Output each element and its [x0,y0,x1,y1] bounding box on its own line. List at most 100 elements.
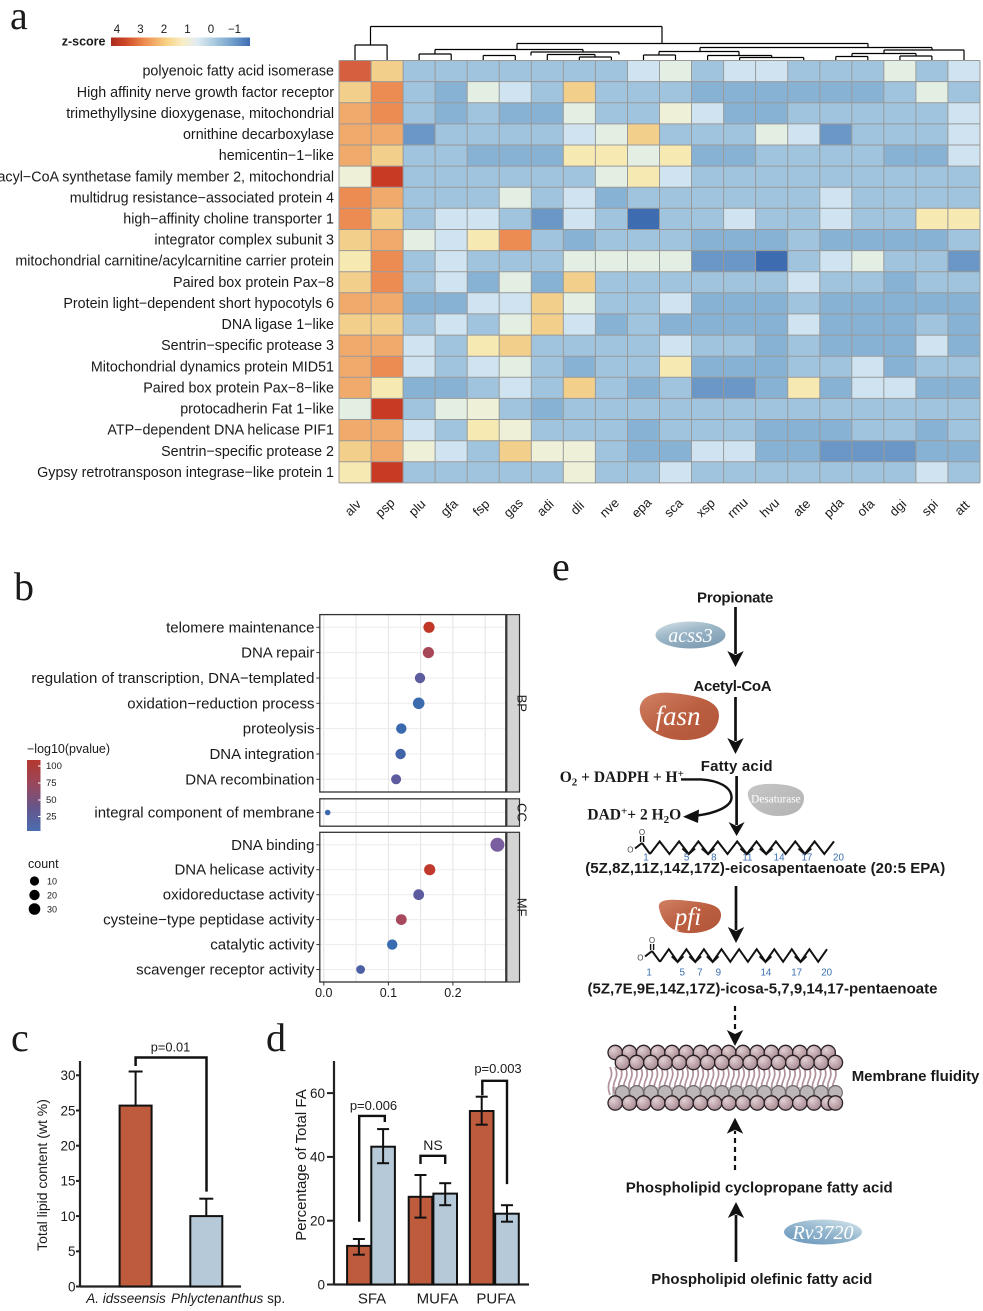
svg-text:PUFA: PUFA [476,1291,515,1308]
svg-text:SFA: SFA [358,1291,386,1308]
svg-text:CC: CC [515,803,530,822]
svg-text:Acetyl-CoA: Acetyl-CoA [693,678,771,695]
svg-text:O: O [637,954,643,963]
svg-text:scavenger receptor activity: scavenger receptor activity [136,962,315,979]
svg-text:2: 2 [161,24,167,36]
svg-text:(5Z,7E,9E,14Z,17Z)-icosa-5,7,9: (5Z,7E,9E,14Z,17Z)-icosa-5,7,9,14,17-pen… [588,980,938,997]
svg-text:Fatty acid: Fatty acid [701,758,773,775]
svg-text:ATP−dependent DNA helicase PIF: ATP−dependent DNA helicase PIF1 [107,423,334,439]
svg-text:40: 40 [310,1150,325,1165]
svg-text:1: 1 [646,968,651,979]
svg-text:Sentrin−specific protease 3: Sentrin−specific protease 3 [161,338,334,354]
svg-text:−log10(pvalue): −log10(pvalue) [27,742,110,756]
svg-text:count: count [28,857,59,871]
svg-text:acyl−CoA synthetase family mem: acyl−CoA synthetase family member 2, mit… [0,169,334,185]
svg-text:60: 60 [310,1086,325,1101]
svg-text:proteolysis: proteolysis [243,721,315,738]
svg-text:DNA ligase 1−like: DNA ligase 1−like [222,317,334,333]
svg-text:d: d [266,1015,286,1060]
svg-text:10: 10 [60,1209,75,1224]
svg-text:0.2: 0.2 [444,986,461,1000]
svg-text:100: 100 [46,761,62,772]
svg-text:Paired box protein Pax−8−like: Paired box protein Pax−8−like [143,381,334,397]
svg-text:1: 1 [184,24,190,36]
svg-text:17: 17 [791,968,802,979]
svg-text:a: a [10,0,28,38]
svg-text:Protein light−dependent short: Protein light−dependent short hypocotyls… [63,296,334,312]
svg-text:O: O [627,846,633,855]
svg-text:Desaturase: Desaturase [751,794,801,806]
svg-text:Phospholipid cyclopropane fatt: Phospholipid cyclopropane fatty acid [626,1180,893,1197]
svg-text:ornithine decarboxylase: ornithine decarboxylase [183,127,334,143]
svg-text:fasn: fasn [655,701,700,731]
svg-text:mitochondrial carnitine/acylca: mitochondrial carnitine/acylcarnitine ca… [15,254,334,270]
svg-text:25: 25 [46,812,57,823]
svg-text:oxidoreductase activity: oxidoreductase activity [163,887,315,904]
svg-text:High affinity nerve growth fac: High affinity nerve growth factor recept… [77,85,334,101]
svg-text:pfi: pfi [673,904,701,931]
svg-text:20: 20 [821,968,832,979]
svg-text:hemicentin−1−like: hemicentin−1−like [219,148,334,164]
svg-text:30: 30 [60,1068,75,1083]
svg-text:0.1: 0.1 [380,986,397,1000]
svg-text:MUFA: MUFA [417,1291,459,1308]
svg-text:7: 7 [697,968,702,979]
svg-text:p=0.003: p=0.003 [474,1061,521,1076]
svg-text:O2 + DADPH + H+: O2 + DADPH + H+ [560,768,684,789]
svg-text:(5Z,8Z,11Z,14Z,17Z)-eicosapent: (5Z,8Z,11Z,14Z,17Z)-eicosapentaenoate (2… [585,860,945,877]
svg-text:14: 14 [774,853,785,864]
svg-text:Phospholipid olefinic fatty ac: Phospholipid olefinic fatty acid [651,1271,872,1288]
svg-text:Gypsy retrotransposon integras: Gypsy retrotransposon integrase−like pro… [37,465,334,481]
svg-text:protocadherin Fat 1−like: protocadherin Fat 1−like [180,402,334,418]
svg-text:DNA integration: DNA integration [209,746,314,763]
svg-text:O: O [639,828,645,837]
svg-text:DNA binding: DNA binding [231,837,314,854]
svg-text:0: 0 [208,24,214,36]
svg-text:−1: −1 [228,24,241,36]
svg-text:p=0.01: p=0.01 [151,1040,191,1055]
svg-text:0: 0 [68,1279,76,1294]
svg-text:multidrug resistance−associate: multidrug resistance−associated protein … [70,190,334,206]
svg-text:0: 0 [317,1277,325,1292]
svg-text:catalytic activity: catalytic activity [210,937,315,954]
svg-text:telomere maintenance: telomere maintenance [166,619,314,636]
svg-text:25: 25 [60,1103,75,1118]
svg-text:oxidation−reduction process: oxidation−reduction process [127,695,314,712]
svg-text:e: e [552,544,570,589]
svg-text:Propionate: Propionate [697,590,773,607]
svg-text:8: 8 [711,853,717,864]
svg-text:regulation of transcription, D: regulation of transcription, DNA−templat… [31,670,314,687]
svg-text:30: 30 [47,905,57,915]
svg-text:trimethyllysine dioxygenase, m: trimethyllysine dioxygenase, mitochondri… [66,106,334,122]
svg-text:14: 14 [760,968,771,979]
svg-text:3: 3 [137,24,143,36]
svg-text:0.0: 0.0 [315,986,332,1000]
svg-text:b: b [14,564,34,609]
svg-text:DNA repair: DNA repair [241,645,314,662]
svg-text:Rv3720: Rv3720 [791,1222,853,1244]
svg-text:1: 1 [643,853,648,864]
svg-text:Percentage of Total FA: Percentage of Total FA [293,1089,310,1241]
svg-text:BP: BP [515,695,530,712]
svg-text:high−affinity choline transpor: high−affinity choline transporter 1 [123,212,334,228]
svg-text:polyenoic fatty acid isomerase: polyenoic fatty acid isomerase [142,64,334,80]
svg-text:Paired box protein Pax−8: Paired box protein Pax−8 [173,275,334,291]
svg-text:5: 5 [679,968,685,979]
svg-text:Mitochondrial dynamics protein: Mitochondrial dynamics protein MID51 [91,359,334,375]
svg-text:p=0.006: p=0.006 [350,1098,397,1113]
svg-text:O: O [649,936,655,945]
svg-text:50: 50 [46,795,57,806]
svg-text:20: 20 [310,1214,325,1229]
svg-text:5: 5 [68,1244,76,1259]
svg-text:5: 5 [684,853,690,864]
svg-text:integrator complex subunit 3: integrator complex subunit 3 [154,233,334,249]
svg-text:c: c [11,1015,29,1060]
svg-text:4: 4 [114,24,121,36]
svg-text:DAD++ 2 H2O: DAD++ 2 H2O [587,805,681,826]
svg-text:acss3: acss3 [668,625,712,647]
svg-text:A. idsseensis: A. idsseensis [85,1291,166,1306]
svg-text:Total lipid content (wt %): Total lipid content (wt %) [34,1099,50,1251]
svg-text:Phlyctenanthus sp.: Phlyctenanthus sp. [171,1291,285,1306]
svg-text:DNA helicase activity: DNA helicase activity [174,862,315,879]
svg-text:11: 11 [742,853,752,864]
